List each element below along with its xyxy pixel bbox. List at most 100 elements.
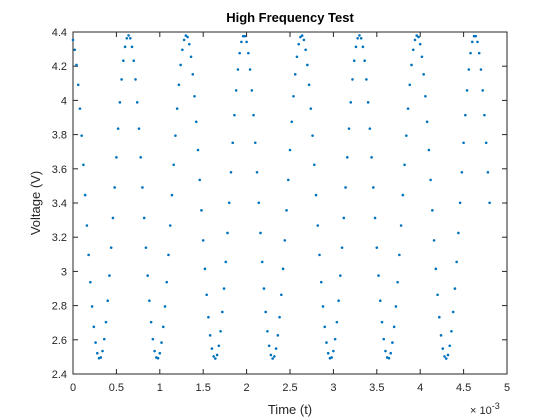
data-point [116,127,120,130]
x-tick-label: 1.5 [196,382,211,394]
data-point [163,305,167,308]
data-point [260,260,264,264]
data-point [188,42,191,46]
data-point [250,89,254,92]
data-point [262,287,266,290]
data-point [368,127,372,130]
y-tick-label: 2.4 [52,369,67,381]
data-point [111,216,115,220]
data-point [365,78,368,81]
data-point [179,63,182,67]
data-point [293,73,297,76]
data-point [358,34,361,37]
data-point [325,341,328,344]
data-point [375,246,379,249]
data-point [314,193,318,197]
data-point [96,351,99,355]
data-point [168,224,172,227]
data-point [153,349,156,353]
data-point [184,34,188,37]
data-point [378,299,382,303]
data-point [448,344,452,348]
data-point [281,267,285,271]
data-point [401,193,405,197]
data-point [142,216,146,220]
data-point [335,320,339,324]
data-point [177,83,181,87]
data-point [196,148,200,152]
data-point [273,355,276,358]
y-tick-label: 3.8 [52,130,67,142]
y-tick-label: 3.2 [52,232,67,244]
data-point [125,37,129,40]
data-point [391,341,394,344]
data-point [280,293,283,297]
data-point [403,163,406,167]
x-tick-label: 0.5 [109,382,124,394]
data-point [267,344,271,348]
data-point [205,293,208,297]
data-point [311,134,314,137]
data-point [240,40,243,44]
data-point [151,337,155,341]
data-point [101,349,104,353]
x-tick-label: 4.5 [456,382,471,394]
data-point [441,347,445,350]
data-point [349,101,353,104]
data-point [134,78,137,81]
data-point [470,40,474,44]
data-point [208,334,212,337]
data-point [165,280,169,284]
data-point [464,113,467,117]
data-point [439,334,443,337]
data-point [71,38,75,42]
data-point [149,320,153,324]
data-point [139,156,142,159]
data-point [483,113,486,117]
data-point [226,231,229,235]
data-point [438,315,441,319]
data-point [194,120,198,124]
data-point [201,239,205,242]
data-point [363,59,366,62]
data-point [146,274,149,277]
data-point [174,134,177,137]
data-point [352,59,356,62]
x-axis-label: Time (t) [268,402,312,417]
y-tick-label: 2.8 [52,301,67,313]
data-point [457,231,460,235]
data-point [443,355,446,358]
data-point [222,287,226,290]
data-point [370,156,373,159]
data-point [210,347,214,350]
data-point [109,246,113,249]
y-tick-label: 3.4 [52,198,67,210]
data-point [458,201,462,205]
data-point [83,193,87,197]
data-point [127,34,130,37]
x-axis: 0 0.5 1 1.5 2 2.5 3 3.5 4 4.5 5 [70,32,510,394]
data-point [424,94,427,98]
data-point [82,163,85,167]
data-point [408,83,412,87]
data-point [144,246,148,249]
data-point [207,315,210,319]
data-point [340,246,344,249]
data-point [288,148,292,152]
data-point [90,305,94,308]
data-point [160,341,163,344]
data-point [394,305,398,308]
data-point [233,113,236,117]
data-point [427,148,431,152]
data-point [161,325,165,329]
data-point [137,127,141,130]
data-point [252,113,255,117]
data-point [377,274,380,277]
data-point [217,344,221,348]
data-point [259,231,262,235]
data-point [253,141,257,145]
data-point [398,253,401,257]
data-point [396,280,399,284]
data-point [431,209,434,212]
x-tick-label: 4 [417,382,423,394]
